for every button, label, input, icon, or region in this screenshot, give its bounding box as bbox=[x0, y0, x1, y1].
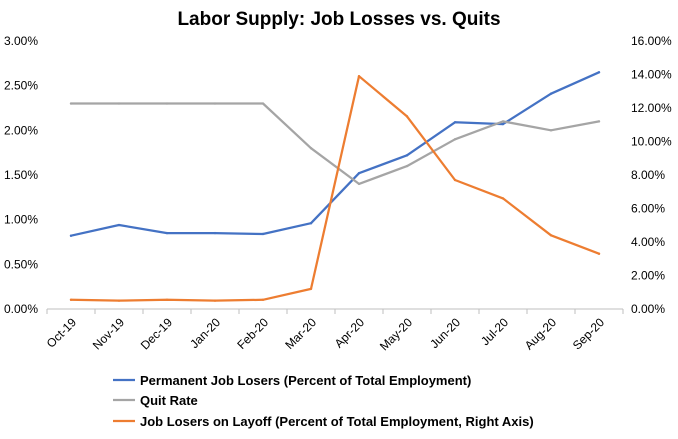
data-point bbox=[549, 234, 553, 237]
left-axis-tick-label: 1.50% bbox=[4, 168, 38, 182]
x-axis-tick-label: Mar-20 bbox=[282, 315, 319, 352]
right-axis-tick-label: 16.00% bbox=[631, 34, 672, 48]
data-point bbox=[309, 222, 313, 225]
series-lines bbox=[69, 71, 601, 302]
data-point bbox=[69, 298, 73, 301]
data-point bbox=[213, 299, 217, 302]
left-axis-tick-label: 0.50% bbox=[4, 257, 38, 271]
x-axis-tick-label: Nov-19 bbox=[90, 315, 127, 352]
legend-label: Quit Rate bbox=[140, 393, 198, 408]
x-axis-tick-label: Apr-20 bbox=[332, 315, 368, 351]
data-point bbox=[165, 298, 169, 301]
x-axis-tick-label: Aug-20 bbox=[522, 315, 559, 352]
data-point bbox=[549, 129, 553, 132]
data-point bbox=[69, 234, 73, 237]
right-axis-tick-label: 12.00% bbox=[631, 101, 672, 115]
data-point bbox=[357, 182, 361, 186]
data-point bbox=[597, 71, 601, 74]
data-point bbox=[69, 102, 73, 105]
data-point bbox=[597, 252, 601, 255]
data-point bbox=[405, 164, 409, 168]
x-axis-tick-label: Jan-20 bbox=[187, 315, 223, 351]
data-point bbox=[357, 74, 361, 78]
right-axis-tick-label: 6.00% bbox=[631, 202, 665, 216]
right-axis-tick-label: 4.00% bbox=[631, 235, 665, 249]
series-line-3 bbox=[69, 75, 601, 302]
chart-title: Labor Supply: Job Losses vs. Quits bbox=[177, 9, 500, 30]
data-point bbox=[501, 197, 505, 200]
data-point bbox=[549, 92, 553, 95]
x-axis-tick-label: Feb-20 bbox=[234, 315, 271, 352]
x-axis-tick-label: Dec-19 bbox=[138, 315, 175, 352]
x-axis-tick-label: May-20 bbox=[377, 315, 415, 353]
x-axis-tick-label: Jun-20 bbox=[427, 315, 463, 351]
data-point bbox=[501, 120, 505, 123]
data-point bbox=[261, 298, 265, 301]
right-axis-tick-label: 14.00% bbox=[631, 68, 672, 82]
left-axis-tick-label: 2.00% bbox=[4, 123, 38, 137]
data-point bbox=[453, 138, 457, 141]
left-axis-tick-label: 2.50% bbox=[4, 79, 38, 93]
data-point bbox=[117, 102, 121, 105]
data-point bbox=[165, 102, 169, 105]
data-point bbox=[261, 102, 265, 105]
right-axis-tick-label: 10.00% bbox=[631, 135, 672, 149]
data-point bbox=[405, 115, 409, 118]
data-point bbox=[261, 232, 265, 236]
data-point bbox=[597, 120, 601, 123]
right-axis-tick-label: 8.00% bbox=[631, 168, 665, 182]
data-point bbox=[501, 122, 505, 126]
x-axis-tick-label: Jul-20 bbox=[478, 315, 511, 348]
data-point bbox=[117, 299, 121, 302]
legend-label: Job Losers on Layoff (Percent of Total E… bbox=[140, 414, 534, 429]
left-axis-tick-label: 1.00% bbox=[4, 213, 38, 227]
data-point bbox=[357, 172, 361, 175]
left-axis-tick-label: 3.00% bbox=[4, 34, 38, 48]
data-point bbox=[453, 178, 457, 182]
data-point bbox=[117, 223, 121, 227]
data-point bbox=[165, 231, 169, 235]
series-line-2 bbox=[69, 102, 601, 186]
legend-label: Permanent Job Losers (Percent of Total E… bbox=[140, 373, 471, 388]
data-point bbox=[213, 231, 217, 235]
data-point bbox=[453, 121, 457, 124]
left-axis-tick-label: 0.00% bbox=[4, 302, 38, 316]
data-point bbox=[309, 287, 313, 291]
x-axis-tick-label: Oct-19 bbox=[44, 315, 80, 351]
axes: 0.00% 0.50% 1.00% 1.50% 2.00% 2.50% 3.00% 0.00%… bbox=[4, 34, 672, 316]
right-axis-tick-label: 2.00% bbox=[631, 269, 665, 283]
legend: Permanent Job Losers (Percent of Total E… bbox=[113, 373, 534, 429]
x-axis-tick-labels: Oct-19 Nov-19 Dec-19 Jan-20 Feb-20 Mar-20 Apr-… bbox=[44, 315, 608, 353]
right-axis-tick-label: 0.00% bbox=[631, 302, 665, 316]
x-axis-tick-label: Sep-20 bbox=[570, 315, 607, 352]
series-line-1 bbox=[69, 71, 601, 237]
data-point bbox=[309, 147, 313, 150]
data-point bbox=[405, 154, 409, 157]
data-point bbox=[213, 102, 217, 105]
